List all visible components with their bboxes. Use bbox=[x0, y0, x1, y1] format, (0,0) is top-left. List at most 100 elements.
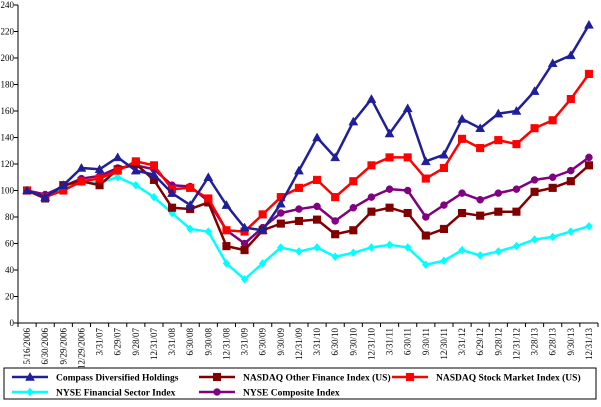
legend-label: NASDAQ Stock Market Index (US) bbox=[436, 373, 581, 384]
x-tick-label: 6/30/2006 bbox=[40, 328, 50, 365]
series-compass-diversified-holdings bbox=[22, 19, 594, 234]
data-point bbox=[494, 189, 503, 197]
data-point bbox=[494, 207, 503, 216]
data-point bbox=[458, 208, 467, 218]
legend-entry: NASDAQ Other Finance Index (US) bbox=[199, 373, 391, 384]
data-point bbox=[548, 183, 557, 192]
data-point bbox=[313, 215, 322, 224]
data-point bbox=[150, 192, 158, 202]
data-point bbox=[530, 235, 539, 244]
legend-label: NYSE Financial Sector Index bbox=[56, 389, 176, 399]
data-point bbox=[567, 166, 575, 175]
y-tick-label: 100 bbox=[1, 186, 15, 196]
data-point bbox=[384, 128, 395, 138]
data-point bbox=[294, 216, 303, 226]
y-tick-label: 180 bbox=[1, 80, 15, 90]
data-point bbox=[421, 174, 430, 183]
data-point bbox=[440, 201, 448, 209]
data-point bbox=[476, 144, 485, 153]
x-tick-label: 3/31/12 bbox=[457, 328, 467, 356]
data-point bbox=[530, 187, 539, 196]
data-point bbox=[349, 203, 358, 212]
data-point bbox=[112, 152, 123, 162]
series-nyse-financial-sector-index bbox=[23, 172, 593, 284]
series-line bbox=[26, 24, 591, 232]
legend-label: NASDAQ Other Finance Index (US) bbox=[243, 373, 391, 384]
data-point bbox=[276, 219, 285, 228]
data-point bbox=[403, 153, 412, 162]
y-tick-label: 60 bbox=[5, 239, 15, 249]
x-tick-label: 6/30/10 bbox=[330, 328, 340, 356]
data-point bbox=[330, 152, 341, 162]
data-point bbox=[331, 230, 340, 239]
x-tick-label: 5/16/2006 bbox=[22, 328, 32, 365]
x-tick-label: 9/30/09 bbox=[276, 328, 286, 356]
legend-swatch-marker bbox=[26, 387, 34, 397]
data-point bbox=[40, 192, 51, 201]
data-point bbox=[494, 136, 503, 145]
x-tick-label: 3/31/08 bbox=[167, 328, 177, 356]
data-point bbox=[294, 165, 304, 175]
data-point bbox=[439, 149, 449, 159]
x-tick-label: 6/29/07 bbox=[113, 328, 123, 356]
legend-label: NYSE Composite Index bbox=[243, 389, 340, 399]
data-point bbox=[529, 86, 540, 95]
data-point bbox=[131, 180, 140, 190]
x-tick-label: 9/29/2006 bbox=[58, 328, 68, 365]
data-point bbox=[493, 108, 504, 118]
data-point bbox=[257, 225, 268, 234]
data-point bbox=[349, 177, 358, 186]
legend-entry: NYSE Composite Index bbox=[199, 388, 340, 399]
data-point bbox=[313, 202, 321, 211]
legend-entry: NASDAQ Stock Market Index (US) bbox=[392, 373, 581, 384]
data-point bbox=[566, 95, 575, 104]
y-tick-label: 220 bbox=[1, 27, 15, 37]
x-tick-label: 6/29/12 bbox=[475, 328, 485, 356]
x-tick-label: 12/31/13 bbox=[584, 328, 594, 361]
data-point bbox=[349, 226, 358, 235]
data-point bbox=[149, 161, 158, 170]
data-point bbox=[385, 153, 394, 162]
data-point bbox=[403, 186, 412, 195]
data-point bbox=[168, 203, 177, 212]
x-tick-label: 12/29/2006 bbox=[76, 328, 86, 370]
data-point bbox=[275, 198, 286, 208]
legend-swatch-marker bbox=[25, 371, 35, 381]
data-point bbox=[476, 196, 484, 204]
data-point bbox=[222, 226, 231, 235]
data-point bbox=[367, 207, 376, 216]
y-tick-label: 140 bbox=[1, 133, 15, 143]
data-point bbox=[203, 172, 214, 181]
data-point bbox=[113, 166, 122, 175]
data-point bbox=[475, 123, 486, 132]
data-point bbox=[222, 258, 231, 268]
x-tick-label: 9/28/07 bbox=[131, 328, 141, 356]
y-tick-label: 80 bbox=[5, 212, 15, 222]
x-tick-label: 3/31/10 bbox=[312, 328, 322, 356]
data-point bbox=[221, 200, 232, 209]
data-point bbox=[584, 69, 593, 78]
legend-label: Compass Diversified Holdings bbox=[56, 374, 179, 384]
data-point bbox=[585, 221, 593, 231]
data-point bbox=[331, 193, 340, 202]
y-tick-label: 160 bbox=[1, 106, 15, 116]
data-point bbox=[385, 240, 394, 250]
y-tick-label: 240 bbox=[1, 0, 15, 10]
data-point bbox=[403, 208, 412, 218]
data-point bbox=[420, 156, 431, 166]
data-point bbox=[331, 252, 340, 262]
data-point bbox=[476, 251, 485, 260]
data-point bbox=[439, 163, 448, 173]
data-point bbox=[222, 242, 231, 251]
x-tick-label: 12/31/12 bbox=[511, 328, 521, 360]
data-point bbox=[422, 213, 430, 221]
x-tick-label: 3/31/11 bbox=[385, 328, 395, 355]
data-point bbox=[366, 94, 377, 103]
x-tick-label: 12/31/09 bbox=[294, 328, 304, 361]
legend-swatch-marker bbox=[405, 372, 415, 382]
data-point bbox=[512, 185, 521, 193]
data-point bbox=[476, 211, 485, 220]
x-tick-label: 9/28/12 bbox=[493, 328, 503, 356]
